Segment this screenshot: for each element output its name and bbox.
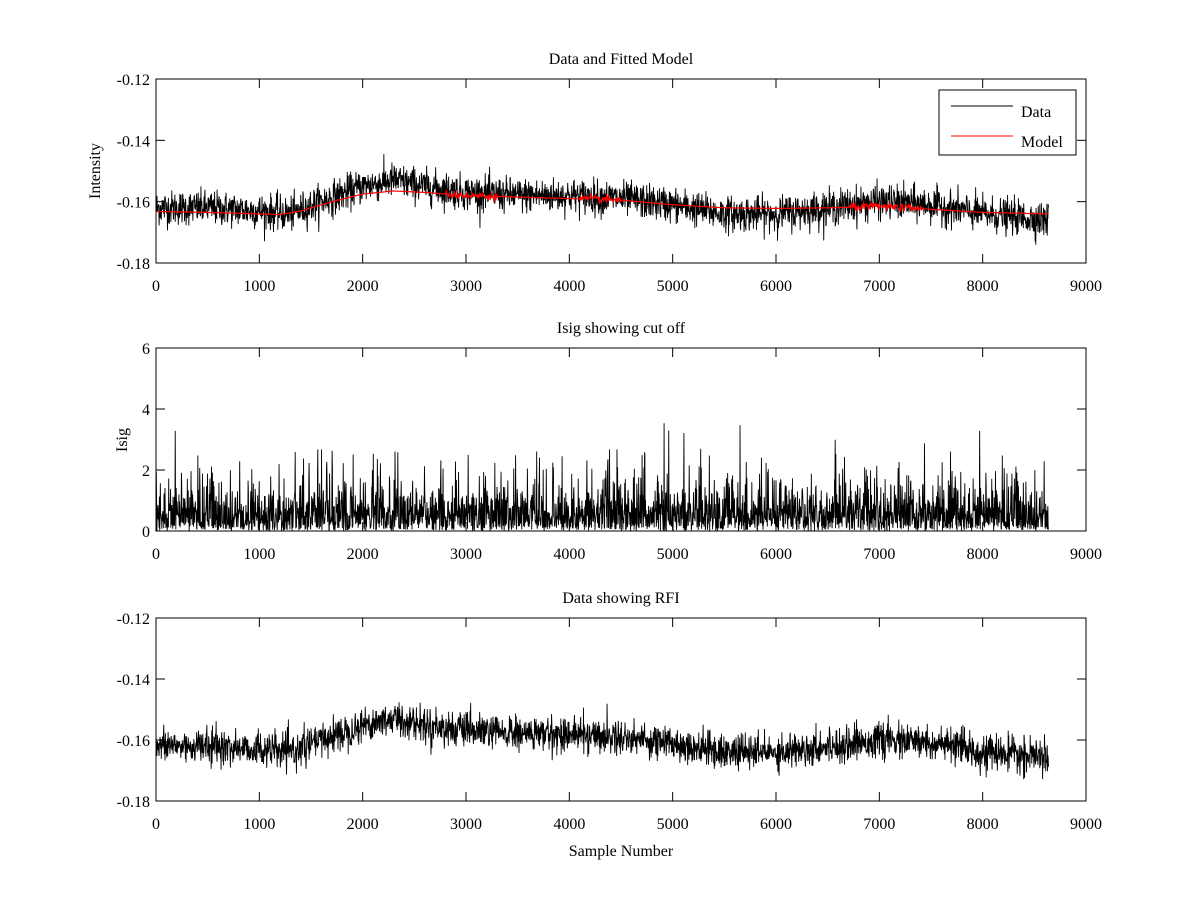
x-tick-label: 1000 — [243, 816, 275, 833]
axes-frame — [155, 617, 1087, 802]
x-tick-label: 9000 — [1070, 816, 1102, 833]
y-tick-label: -0.18 — [117, 256, 150, 273]
x-tick-label: 3000 — [450, 546, 482, 563]
plot-area — [156, 154, 1049, 245]
x-ticks: 0 1000 2000 3000 4000 5000 6000 7000 8000 9000 — [152, 348, 1102, 563]
y-ticks: -0.18 -0.16 -0.14 -0.12 — [117, 72, 1086, 273]
axes-box — [155, 78, 1087, 264]
legend-label-data: Data — [1021, 104, 1051, 121]
y-axis-label: Isig — [114, 428, 131, 452]
axes-box — [155, 347, 1087, 532]
y-tick-label: -0.12 — [117, 611, 150, 628]
panel-title: Data showing RFI — [562, 590, 679, 607]
x-tick-label: 8000 — [967, 278, 999, 295]
legend: Data Model — [938, 89, 1077, 156]
y-tick-label: 6 — [142, 341, 150, 358]
x-tick-label: 2000 — [347, 816, 379, 833]
x-tick-label: 5000 — [657, 278, 689, 295]
x-ticks: 0 1000 2000 3000 4000 5000 6000 7000 8000 9000 — [152, 79, 1102, 295]
series-data-line — [156, 702, 1049, 780]
panel-title: Data and Fitted Model — [549, 51, 694, 68]
x-tick-label: 4000 — [553, 546, 585, 563]
x-tick-label: 0 — [152, 546, 160, 563]
x-axis-label: Sample Number — [569, 843, 674, 860]
x-tick-label: 5000 — [657, 546, 689, 563]
x-tick-label: 2000 — [347, 278, 379, 295]
x-tick-label: 7000 — [863, 816, 895, 833]
y-tick-label: -0.16 — [117, 195, 150, 212]
y-tick-label: -0.16 — [117, 733, 150, 750]
panel-data-showing-rfi: Data showing RFI 0 1000 2000 3000 4000 5000 60… — [117, 590, 1102, 860]
x-tick-label: 5000 — [657, 816, 689, 833]
panel-isig-showing-cut-off: Isig showing cut off Isig 0 1000 2000 3000 4… — [114, 320, 1102, 563]
x-tick-label: 2000 — [347, 546, 379, 563]
series-model-line — [156, 189, 1049, 216]
axes-frame — [155, 347, 1087, 532]
x-tick-label: 4000 — [553, 816, 585, 833]
plot-area — [156, 702, 1049, 780]
panel-data-and-fitted-model: Data and Fitted Model Intensity 0 1000 200… — [87, 51, 1102, 295]
x-tick-label: 8000 — [967, 546, 999, 563]
axes-box — [155, 617, 1087, 802]
x-tick-label: 7000 — [863, 278, 895, 295]
x-tick-label: 7000 — [863, 546, 895, 563]
x-tick-label: 0 — [152, 816, 160, 833]
x-tick-label: 6000 — [760, 546, 792, 563]
y-ticks: -0.18 -0.16 -0.14 -0.12 — [117, 611, 1086, 811]
x-tick-label: 4000 — [553, 278, 585, 295]
y-tick-label: 0 — [142, 524, 150, 541]
series-isig-line — [156, 423, 1049, 531]
y-tick-label: -0.14 — [117, 133, 150, 150]
legend-label-model: Model — [1021, 134, 1063, 151]
y-tick-label: -0.12 — [117, 72, 150, 89]
axes-frame — [155, 78, 1087, 264]
x-tick-label: 3000 — [450, 278, 482, 295]
y-tick-label: -0.14 — [117, 672, 150, 689]
y-tick-label: 4 — [142, 402, 150, 419]
x-tick-label: 9000 — [1070, 278, 1102, 295]
y-ticks: 0 2 4 6 — [142, 341, 1086, 541]
x-tick-label: 0 — [152, 278, 160, 295]
y-tick-label: 2 — [142, 463, 150, 480]
legend-box — [938, 89, 1077, 156]
x-tick-label: 6000 — [760, 816, 792, 833]
x-tick-label: 6000 — [760, 278, 792, 295]
x-tick-label: 9000 — [1070, 546, 1102, 563]
y-axis-label: Intensity — [87, 143, 104, 199]
x-tick-label: 1000 — [243, 546, 275, 563]
plot-area — [156, 423, 1049, 531]
y-tick-label: -0.18 — [117, 794, 150, 811]
x-tick-label: 3000 — [450, 816, 482, 833]
panel-title: Isig showing cut off — [557, 320, 686, 337]
x-tick-label: 8000 — [967, 816, 999, 833]
x-ticks: 0 1000 2000 3000 4000 5000 6000 7000 8000 9000 — [152, 618, 1102, 833]
x-tick-label: 1000 — [243, 278, 275, 295]
